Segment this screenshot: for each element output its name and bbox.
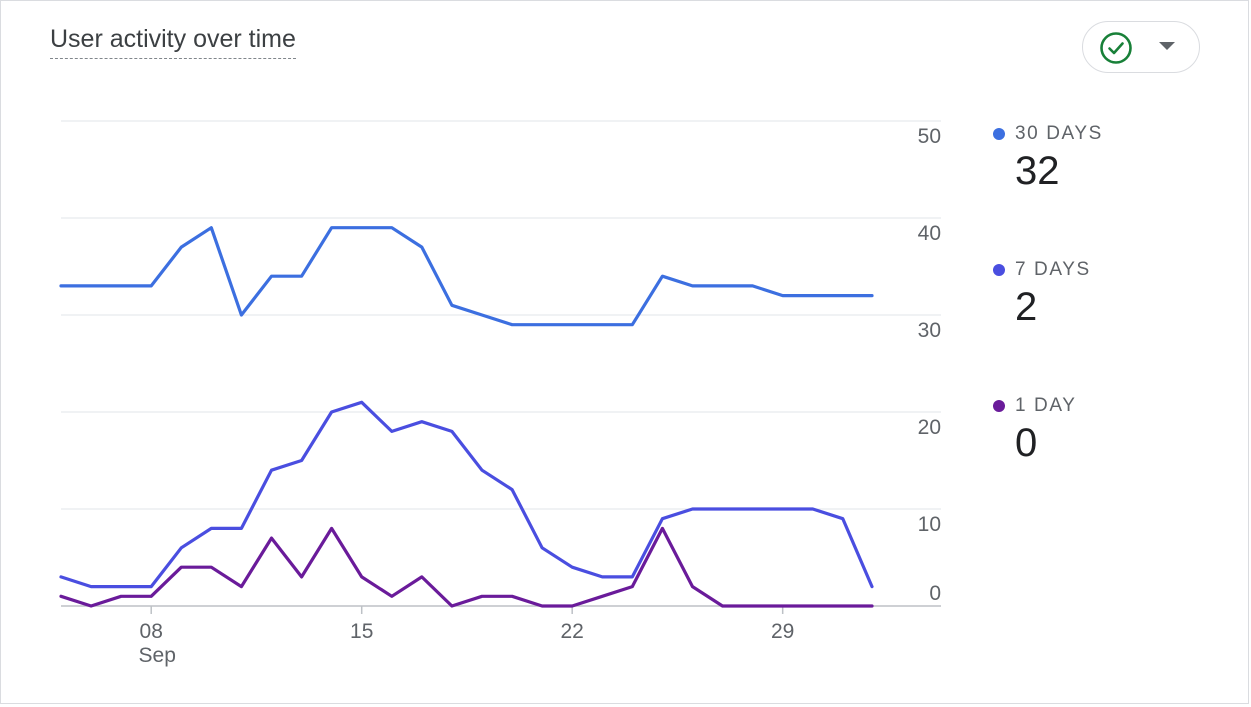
legend-label-1-day: 1 DAY — [1015, 395, 1077, 416]
y-tick-label-0: 0 — [929, 582, 941, 605]
legend-value-30-days: 32 — [1015, 149, 1060, 193]
x-tick-label-22: 22 — [561, 620, 584, 643]
y-tick-label-30: 30 — [918, 319, 941, 342]
x-tick-label-15: 15 — [350, 620, 373, 643]
card-title[interactable]: User activity over time — [50, 25, 296, 59]
series-line-30-days — [59, 226, 874, 327]
legend-item-7-days: 7 DAYS 2 — [993, 259, 1091, 330]
series-line-7-days — [59, 400, 874, 589]
legend-dot-7-days — [993, 264, 1005, 276]
legend-label-30-days: 30 DAYS — [1015, 123, 1103, 144]
check-circle-icon — [1100, 32, 1132, 64]
legend-value-7-days: 2 — [1015, 285, 1038, 329]
x-tick-sublabel-sep: Sep — [139, 644, 176, 667]
legend-dot-1-day — [993, 400, 1005, 412]
caret-down-icon — [1159, 42, 1175, 50]
series-line-1-day — [59, 526, 874, 608]
legend-item-1-day: 1 DAY 0 — [993, 395, 1077, 466]
y-tick-label-40: 40 — [918, 222, 941, 245]
legend-label-7-days: 7 DAYS — [1015, 259, 1091, 280]
y-tick-label-10: 10 — [918, 513, 941, 536]
y-tick-label-20: 20 — [918, 416, 941, 439]
legend-dot-30-days — [993, 128, 1005, 140]
y-tick-label-50: 50 — [918, 125, 941, 148]
legend-value-1-day: 0 — [1015, 421, 1038, 465]
x-tick-label-08: 08 — [140, 620, 163, 643]
legend-item-30-days: 30 DAYS 32 — [993, 123, 1103, 194]
compare-dropdown-button[interactable] — [1082, 21, 1200, 73]
x-tick-label-29: 29 — [771, 620, 794, 643]
